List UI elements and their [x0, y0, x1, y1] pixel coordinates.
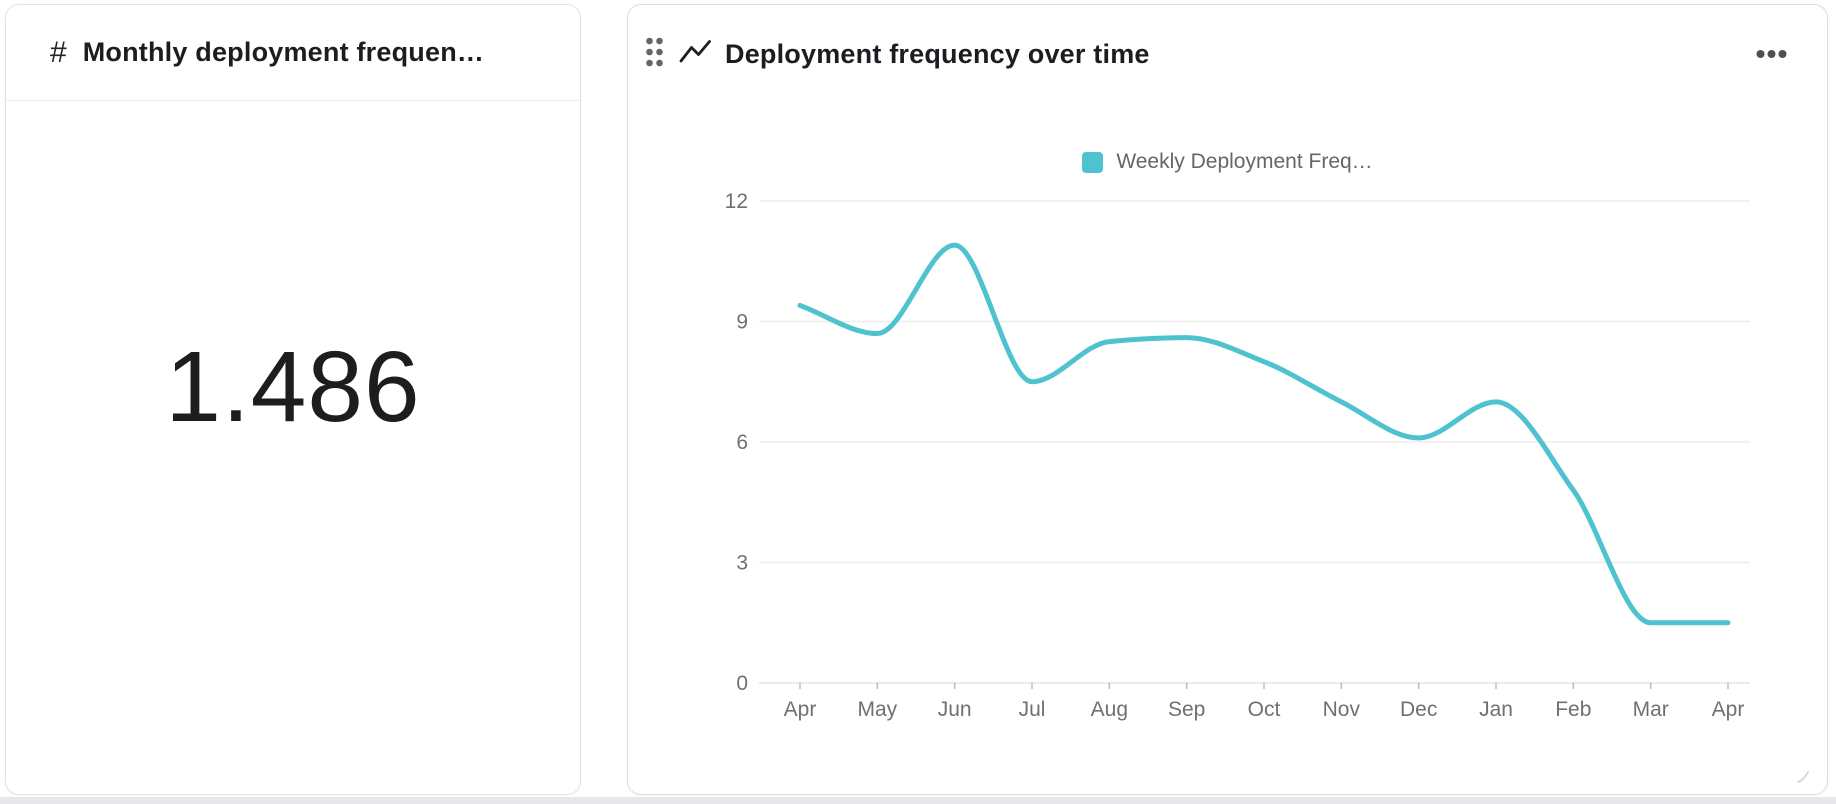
trend-line-icon	[679, 39, 712, 70]
card-menu-button[interactable]	[1754, 43, 1789, 65]
legend-swatch	[1082, 151, 1104, 173]
y-axis-tick-label: 9	[736, 311, 748, 334]
ellipsis-icon	[1756, 50, 1787, 58]
deployment-frequency-line[interactable]	[797, 242, 1731, 626]
metric-value: 1.486	[165, 331, 421, 443]
x-axis-tick-label: Dec	[1400, 698, 1437, 721]
metric-card-header: # Monthly deployment frequen…	[6, 5, 580, 101]
x-axis-tick-label: May	[857, 698, 897, 721]
y-axis-tick-label: 6	[736, 431, 748, 454]
chart-card-title: Deployment frequency over time	[725, 38, 1150, 69]
x-axis-tick-label: Jul	[1019, 698, 1046, 721]
x-axis-tick-label: Mar	[1633, 698, 1669, 721]
chart-legend: Weekly Deployment Freq…	[628, 150, 1827, 174]
x-axis-tick-label: Jan	[1479, 698, 1513, 721]
chart-card-header: Deployment frequency over time	[628, 5, 1827, 69]
x-axis-tick-label: Sep	[1168, 698, 1205, 721]
y-axis-tick-label: 12	[725, 190, 748, 213]
number-hash-icon: #	[50, 35, 67, 69]
x-axis-tick-label: Apr	[1712, 698, 1745, 721]
metric-card: # Monthly deployment frequen… 1.486	[5, 4, 581, 795]
y-axis-tick-label: 3	[736, 552, 748, 575]
deployment-chart-plot: 0 3 6 9 12 Apr May Jun Jul Aug Sep Oct Nov Dec Jan Feb M…	[725, 190, 1750, 721]
y-axis-tick-label: 0	[736, 672, 748, 695]
metric-card-title: Monthly deployment frequen…	[82, 37, 485, 67]
drag-handle-icon[interactable]	[645, 36, 664, 73]
x-axis-tick-label: Apr	[784, 698, 817, 721]
resize-handle-icon[interactable]	[1795, 769, 1811, 790]
x-axis-tick-label: Feb	[1555, 698, 1591, 721]
legend-label: Weekly Deployment Freq…	[1116, 150, 1373, 173]
x-axis-tick-label: Jun	[938, 698, 972, 721]
x-axis-tick-label: Aug	[1091, 698, 1128, 721]
x-axis-tick-label: Nov	[1323, 698, 1361, 721]
x-axis-tick-label: Oct	[1248, 698, 1281, 721]
legend-item[interactable]: Weekly Deployment Freq…	[1082, 150, 1373, 174]
chart-card: Deployment frequency over time Weekly De…	[627, 4, 1828, 795]
